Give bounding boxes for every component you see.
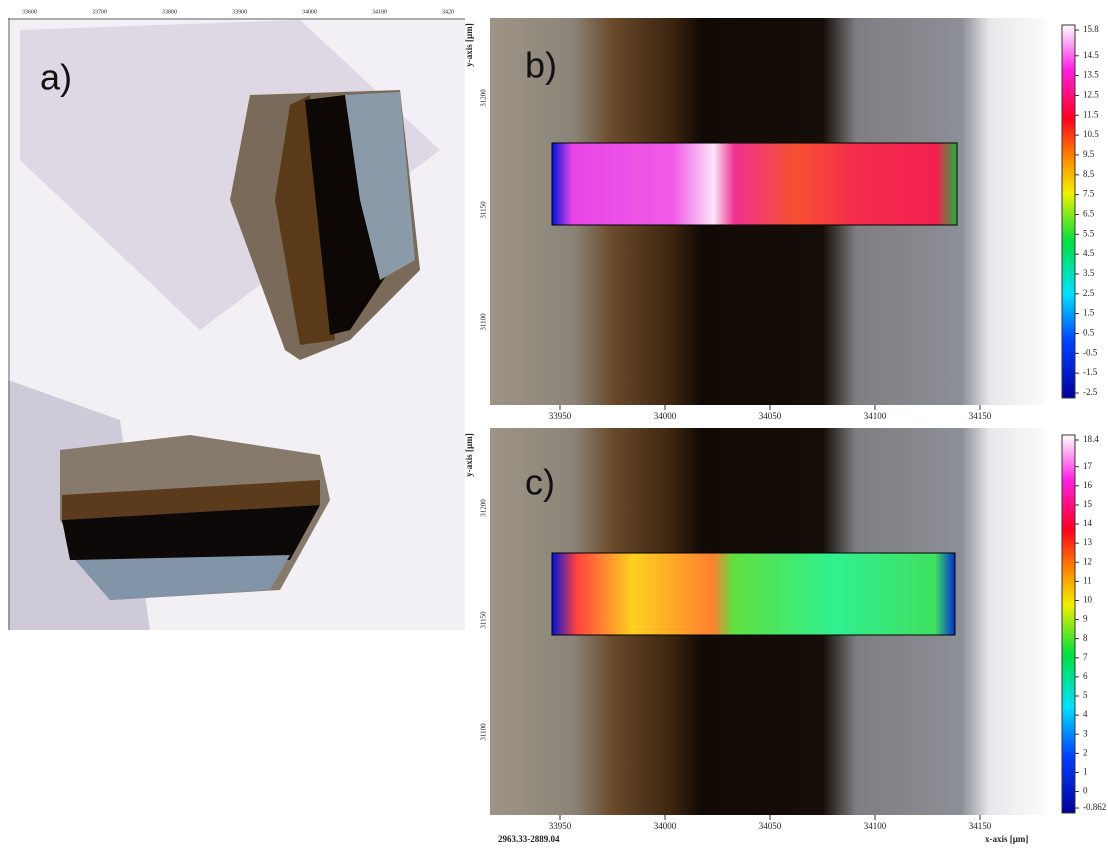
x-tick-label: 34050 bbox=[759, 821, 782, 831]
x-tick-label: 34100 bbox=[864, 411, 887, 421]
colorbar-label: 6.5 bbox=[1083, 209, 1095, 219]
colorbar-label: 15.8 bbox=[1083, 24, 1099, 34]
colorbar-label: 13.5 bbox=[1083, 70, 1099, 80]
colorbar-label: 17 bbox=[1083, 461, 1093, 471]
colorbar-label: -0.862 bbox=[1083, 802, 1106, 812]
ruler-label: 34000 bbox=[302, 9, 317, 15]
colorbar-label: 14.5 bbox=[1083, 50, 1099, 60]
colorbar-label: 7 bbox=[1083, 652, 1088, 662]
colorbar-label: 14 bbox=[1083, 518, 1093, 528]
y-tick-label: 31200 bbox=[480, 89, 488, 107]
colorbar bbox=[1062, 435, 1075, 813]
colorbar-label: 10.5 bbox=[1083, 129, 1099, 139]
panel-label: a) bbox=[40, 57, 72, 98]
colorbar-label: 11.5 bbox=[1083, 109, 1099, 119]
colorbar-label: 6 bbox=[1083, 671, 1088, 681]
heatmap bbox=[552, 143, 957, 225]
x-tick-label: 33950 bbox=[549, 821, 572, 831]
colorbar-label: 2 bbox=[1083, 747, 1088, 757]
ruler-label: 33800 bbox=[162, 9, 177, 15]
colorbar-label: 1.5 bbox=[1083, 308, 1095, 318]
y-tick-label: 31150 bbox=[480, 611, 488, 629]
panel-label: b) bbox=[525, 45, 557, 86]
colorbar-label: 15 bbox=[1083, 499, 1093, 509]
colorbar-label: 0 bbox=[1083, 786, 1088, 796]
colorbar-label: 12.5 bbox=[1083, 90, 1099, 100]
colorbar-label: 11 bbox=[1083, 575, 1092, 585]
colorbar-label: 3 bbox=[1083, 728, 1088, 738]
x-tick-label: 34150 bbox=[969, 821, 992, 831]
x-tick-label: 33950 bbox=[549, 411, 572, 421]
ruler-label: 33600 bbox=[22, 9, 37, 15]
colorbar-label: 4 bbox=[1083, 709, 1088, 719]
x-axis-label: x-axis [µm] bbox=[985, 834, 1028, 844]
colorbar-label: 4.5 bbox=[1083, 248, 1095, 258]
x-tick-label: 34100 bbox=[864, 821, 887, 831]
colorbar-label: -2.5 bbox=[1083, 387, 1098, 397]
figure: a) b) c) 2963.33-2889.04 x-axis [µm] y-a… bbox=[0, 0, 1108, 850]
colorbar-label: 9.5 bbox=[1083, 149, 1095, 159]
colorbar bbox=[1062, 25, 1075, 398]
colorbar-label: 2.5 bbox=[1083, 288, 1095, 298]
y-tick-label: 31150 bbox=[480, 201, 488, 219]
heatmap bbox=[552, 553, 955, 635]
colorbar-label: 9 bbox=[1083, 614, 1088, 624]
x-tick-label: 34150 bbox=[969, 411, 992, 421]
ruler-label: 33900 bbox=[232, 9, 247, 15]
colorbar-label: -1.5 bbox=[1083, 367, 1098, 377]
colorbar-label: 16 bbox=[1083, 480, 1093, 490]
x-tick-label: 34000 bbox=[654, 821, 677, 831]
y-tick-label: 31200 bbox=[480, 499, 488, 517]
coordinates: 2963.33-2889.04 bbox=[498, 834, 560, 844]
colorbar-label: 12 bbox=[1083, 556, 1092, 566]
colorbar-label: 10 bbox=[1083, 595, 1093, 605]
y-axis-label: y-axis [µm] bbox=[464, 23, 474, 66]
colorbar-label: 3.5 bbox=[1083, 268, 1095, 278]
ruler-label: 34100 bbox=[372, 9, 387, 15]
ruler-label: 3420 bbox=[442, 9, 454, 15]
panel-label: c) bbox=[525, 462, 555, 503]
colorbar-label: -0.5 bbox=[1083, 347, 1098, 357]
x-tick-label: 34050 bbox=[759, 411, 782, 421]
colorbar-label: 5.5 bbox=[1083, 228, 1095, 238]
colorbar-label: 8.5 bbox=[1083, 169, 1095, 179]
colorbar-label: 8 bbox=[1083, 633, 1088, 643]
y-axis-label: y-axis [µm] bbox=[464, 433, 474, 476]
ruler-label: 33700 bbox=[92, 9, 107, 15]
colorbar-label: 0.5 bbox=[1083, 328, 1095, 338]
colorbar-label: 7.5 bbox=[1083, 189, 1095, 199]
colorbar-label: 5 bbox=[1083, 690, 1088, 700]
y-tick-label: 31100 bbox=[480, 313, 488, 331]
x-tick-label: 34000 bbox=[654, 411, 677, 421]
colorbar-label: 1 bbox=[1083, 766, 1088, 776]
colorbar-label: 18.4 bbox=[1083, 434, 1099, 444]
y-tick-label: 31100 bbox=[480, 723, 488, 741]
colorbar-label: 13 bbox=[1083, 537, 1093, 547]
